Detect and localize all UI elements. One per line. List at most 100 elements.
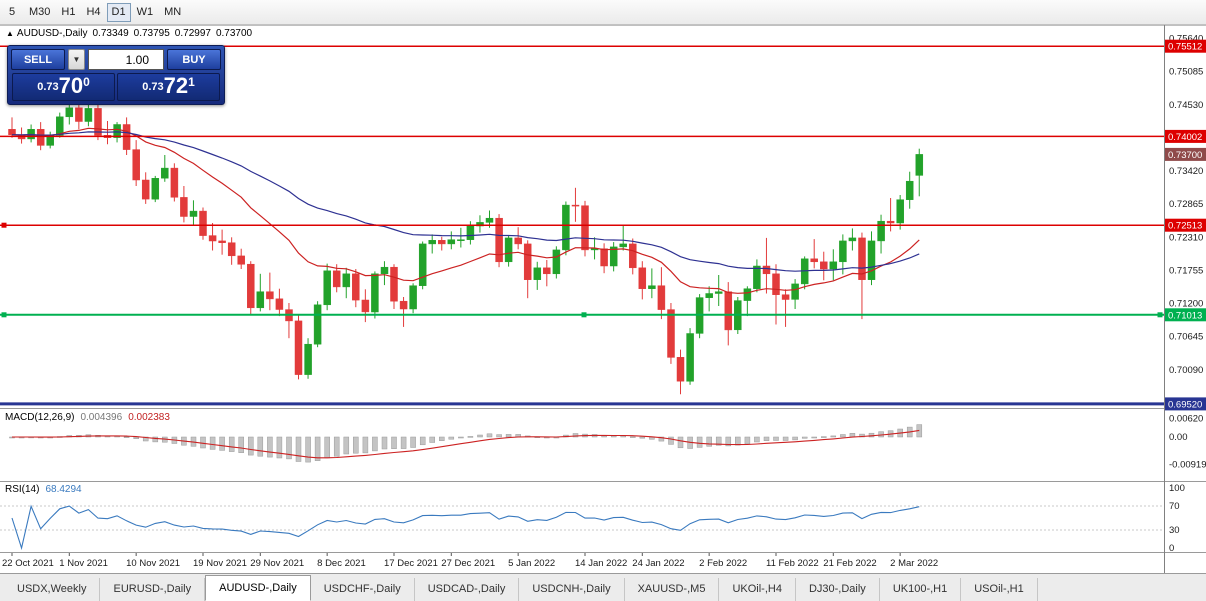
macd-panel [9,424,923,463]
rsi-value: 68.4294 [45,484,82,495]
candles-layer [8,100,924,395]
svg-text:70: 70 [1169,501,1180,512]
chart-tab-xauusd-m5[interactable]: XAUUSD-,M5 [625,578,720,601]
svg-text:-0.00919: -0.00919 [1169,460,1206,471]
svg-text:2 Feb 2022: 2 Feb 2022 [699,558,747,569]
trade-prices-row: 0.73700 0.73721 [11,73,221,101]
svg-text:19 Nov 2021: 19 Nov 2021 [193,558,247,569]
timeframe-toolbar: 5 M30 H1 H4 D1 W1 MN [0,0,1206,25]
chart-tab-uk100-h1[interactable]: UK100-,H1 [880,578,962,601]
buy-button[interactable]: BUY [167,49,221,70]
svg-text:0.00620: 0.00620 [1169,413,1203,424]
chart-ohlc-title: ▲ AUDUSD-,Daily 0.73349 0.73795 0.72997 0.737… [6,28,257,39]
sell-price-big: 70 [58,73,84,98]
timeframe-button-5[interactable]: 5 [1,3,23,22]
chart-area: 0.756400.750850.745300.739750.734200.728… [0,25,1206,573]
svg-text:0.71200: 0.71200 [1169,299,1203,310]
chart-tab-usdcnh-daily[interactable]: USDCNH-,Daily [519,578,625,601]
buy-price-display[interactable]: 0.73721 [117,73,220,101]
timeframe-button-d1[interactable]: D1 [106,2,131,22]
chart-tab-usdx-weekly[interactable]: USDX,Weekly [4,578,101,601]
chart-background [0,25,1206,573]
svg-text:0.70090: 0.70090 [1169,365,1203,376]
timeframe-button-w1[interactable]: W1 [132,3,159,22]
svg-text:2 Mar 2022: 2 Mar 2022 [890,558,938,569]
chart-tab-audusd-daily[interactable]: AUDUSD-,Daily [205,575,311,601]
ohlc-low: 0.72997 [174,28,211,39]
price-axis: 0.756400.750850.745300.739750.734200.728… [1164,25,1206,573]
svg-text:0.72513: 0.72513 [1168,221,1202,232]
chart-tab-dj30-daily[interactable]: DJ30-,Daily [796,578,880,601]
chart-symbol-label: AUDUSD-,Daily [16,28,88,39]
timeframe-button-m30[interactable]: M30 [24,3,55,22]
sell-price-sup: 0 [83,75,90,89]
rsi-panel [0,504,1164,551]
svg-text:11 Feb 2022: 11 Feb 2022 [766,558,819,569]
ohlc-high: 0.73795 [133,28,170,39]
svg-text:0.74002: 0.74002 [1168,132,1202,143]
svg-text:0.72310: 0.72310 [1169,232,1203,243]
sell-price-display[interactable]: 0.73700 [12,73,115,101]
ohlc-open: 0.73349 [92,28,129,39]
macd-indicator-label: MACD(12,26,9) 0.004396 0.002383 [5,412,170,423]
symbol-triangle-icon: ▲ [6,29,14,38]
svg-text:100: 100 [1169,483,1185,494]
svg-text:30: 30 [1169,525,1180,536]
one-click-trading-panel: SELL ▼ BUY 0.73700 0.73721 [7,45,225,105]
chart-tab-usdchf-daily[interactable]: USDCHF-,Daily [311,578,415,601]
svg-text:27 Dec 2021: 27 Dec 2021 [441,558,495,569]
macd-main-value: 0.004396 [80,412,123,423]
svg-text:0.69520: 0.69520 [1168,399,1202,410]
svg-text:21 Feb 2022: 21 Feb 2022 [823,558,876,569]
svg-text:22 Oct 2021: 22 Oct 2021 [2,558,54,569]
timeframe-button-mn[interactable]: MN [159,3,186,22]
buy-price-big: 72 [163,73,189,98]
chart-canvas[interactable]: 0.756400.750850.745300.739750.734200.728… [0,25,1206,573]
rsi-name: RSI(14) [5,484,40,495]
ohlc-close: 0.73700 [215,28,253,39]
svg-text:14 Jan 2022: 14 Jan 2022 [575,558,627,569]
macd-name: MACD(12,26,9) [5,412,75,423]
svg-text:0.71013: 0.71013 [1168,310,1202,321]
buy-price-prefix: 0.73 [142,81,164,93]
sell-price-prefix: 0.73 [37,81,59,93]
chart-tabs-bar: USDX,Weekly EURUSD-,Daily AUDUSD-,Daily USD… [0,573,1206,601]
rsi-indicator-label: RSI(14) 68.4294 [5,484,82,495]
chart-tab-usdcad-daily[interactable]: USDCAD-,Daily [415,578,520,601]
timeframe-button-h1[interactable]: H1 [56,3,80,22]
svg-text:24 Jan 2022: 24 Jan 2022 [632,558,684,569]
moving-averages-layer [11,127,920,294]
chart-tab-usoil-h1[interactable]: USOil-,H1 [961,578,1038,601]
trade-controls-row: SELL ▼ BUY [11,49,221,70]
svg-text:0.70645: 0.70645 [1169,332,1203,343]
svg-text:5 Jan 2022: 5 Jan 2022 [508,558,555,569]
svg-text:29 Nov 2021: 29 Nov 2021 [250,558,304,569]
macd-signal-value: 0.002383 [128,412,170,423]
time-axis: 22 Oct 2021 1 Nov 2021 10 Nov 2021 19 Nov 2… [2,553,938,569]
svg-text:0.75640: 0.75640 [1169,34,1203,45]
horizontal-levels-layer [0,45,1164,406]
buy-price-sup: 1 [188,75,195,89]
svg-text:0.74530: 0.74530 [1169,100,1203,111]
chart-tab-eurusd-daily[interactable]: EURUSD-,Daily [100,578,206,601]
volume-input[interactable] [88,49,164,70]
svg-text:0.71755: 0.71755 [1169,266,1203,277]
svg-text:0.75512: 0.75512 [1168,42,1202,53]
svg-text:10 Nov 2021: 10 Nov 2021 [126,558,180,569]
volume-dropdown-button[interactable]: ▼ [68,49,85,70]
svg-text:0.00: 0.00 [1169,432,1188,443]
timeframe-button-h4[interactable]: H4 [81,3,105,22]
svg-text:0.73700: 0.73700 [1168,150,1202,161]
svg-text:8 Dec 2021: 8 Dec 2021 [317,558,366,569]
svg-text:17 Dec 2021: 17 Dec 2021 [384,558,438,569]
svg-text:0.75085: 0.75085 [1169,67,1203,78]
svg-text:1 Nov 2021: 1 Nov 2021 [59,558,108,569]
svg-text:0: 0 [1169,543,1174,554]
svg-text:0.72865: 0.72865 [1169,199,1203,210]
chart-tab-ukoil-h4[interactable]: UKOil-,H4 [719,578,796,601]
chevron-down-icon: ▼ [72,54,81,64]
svg-text:0.73420: 0.73420 [1169,166,1203,177]
panel-separators [0,25,1206,553]
sell-button[interactable]: SELL [11,49,65,70]
